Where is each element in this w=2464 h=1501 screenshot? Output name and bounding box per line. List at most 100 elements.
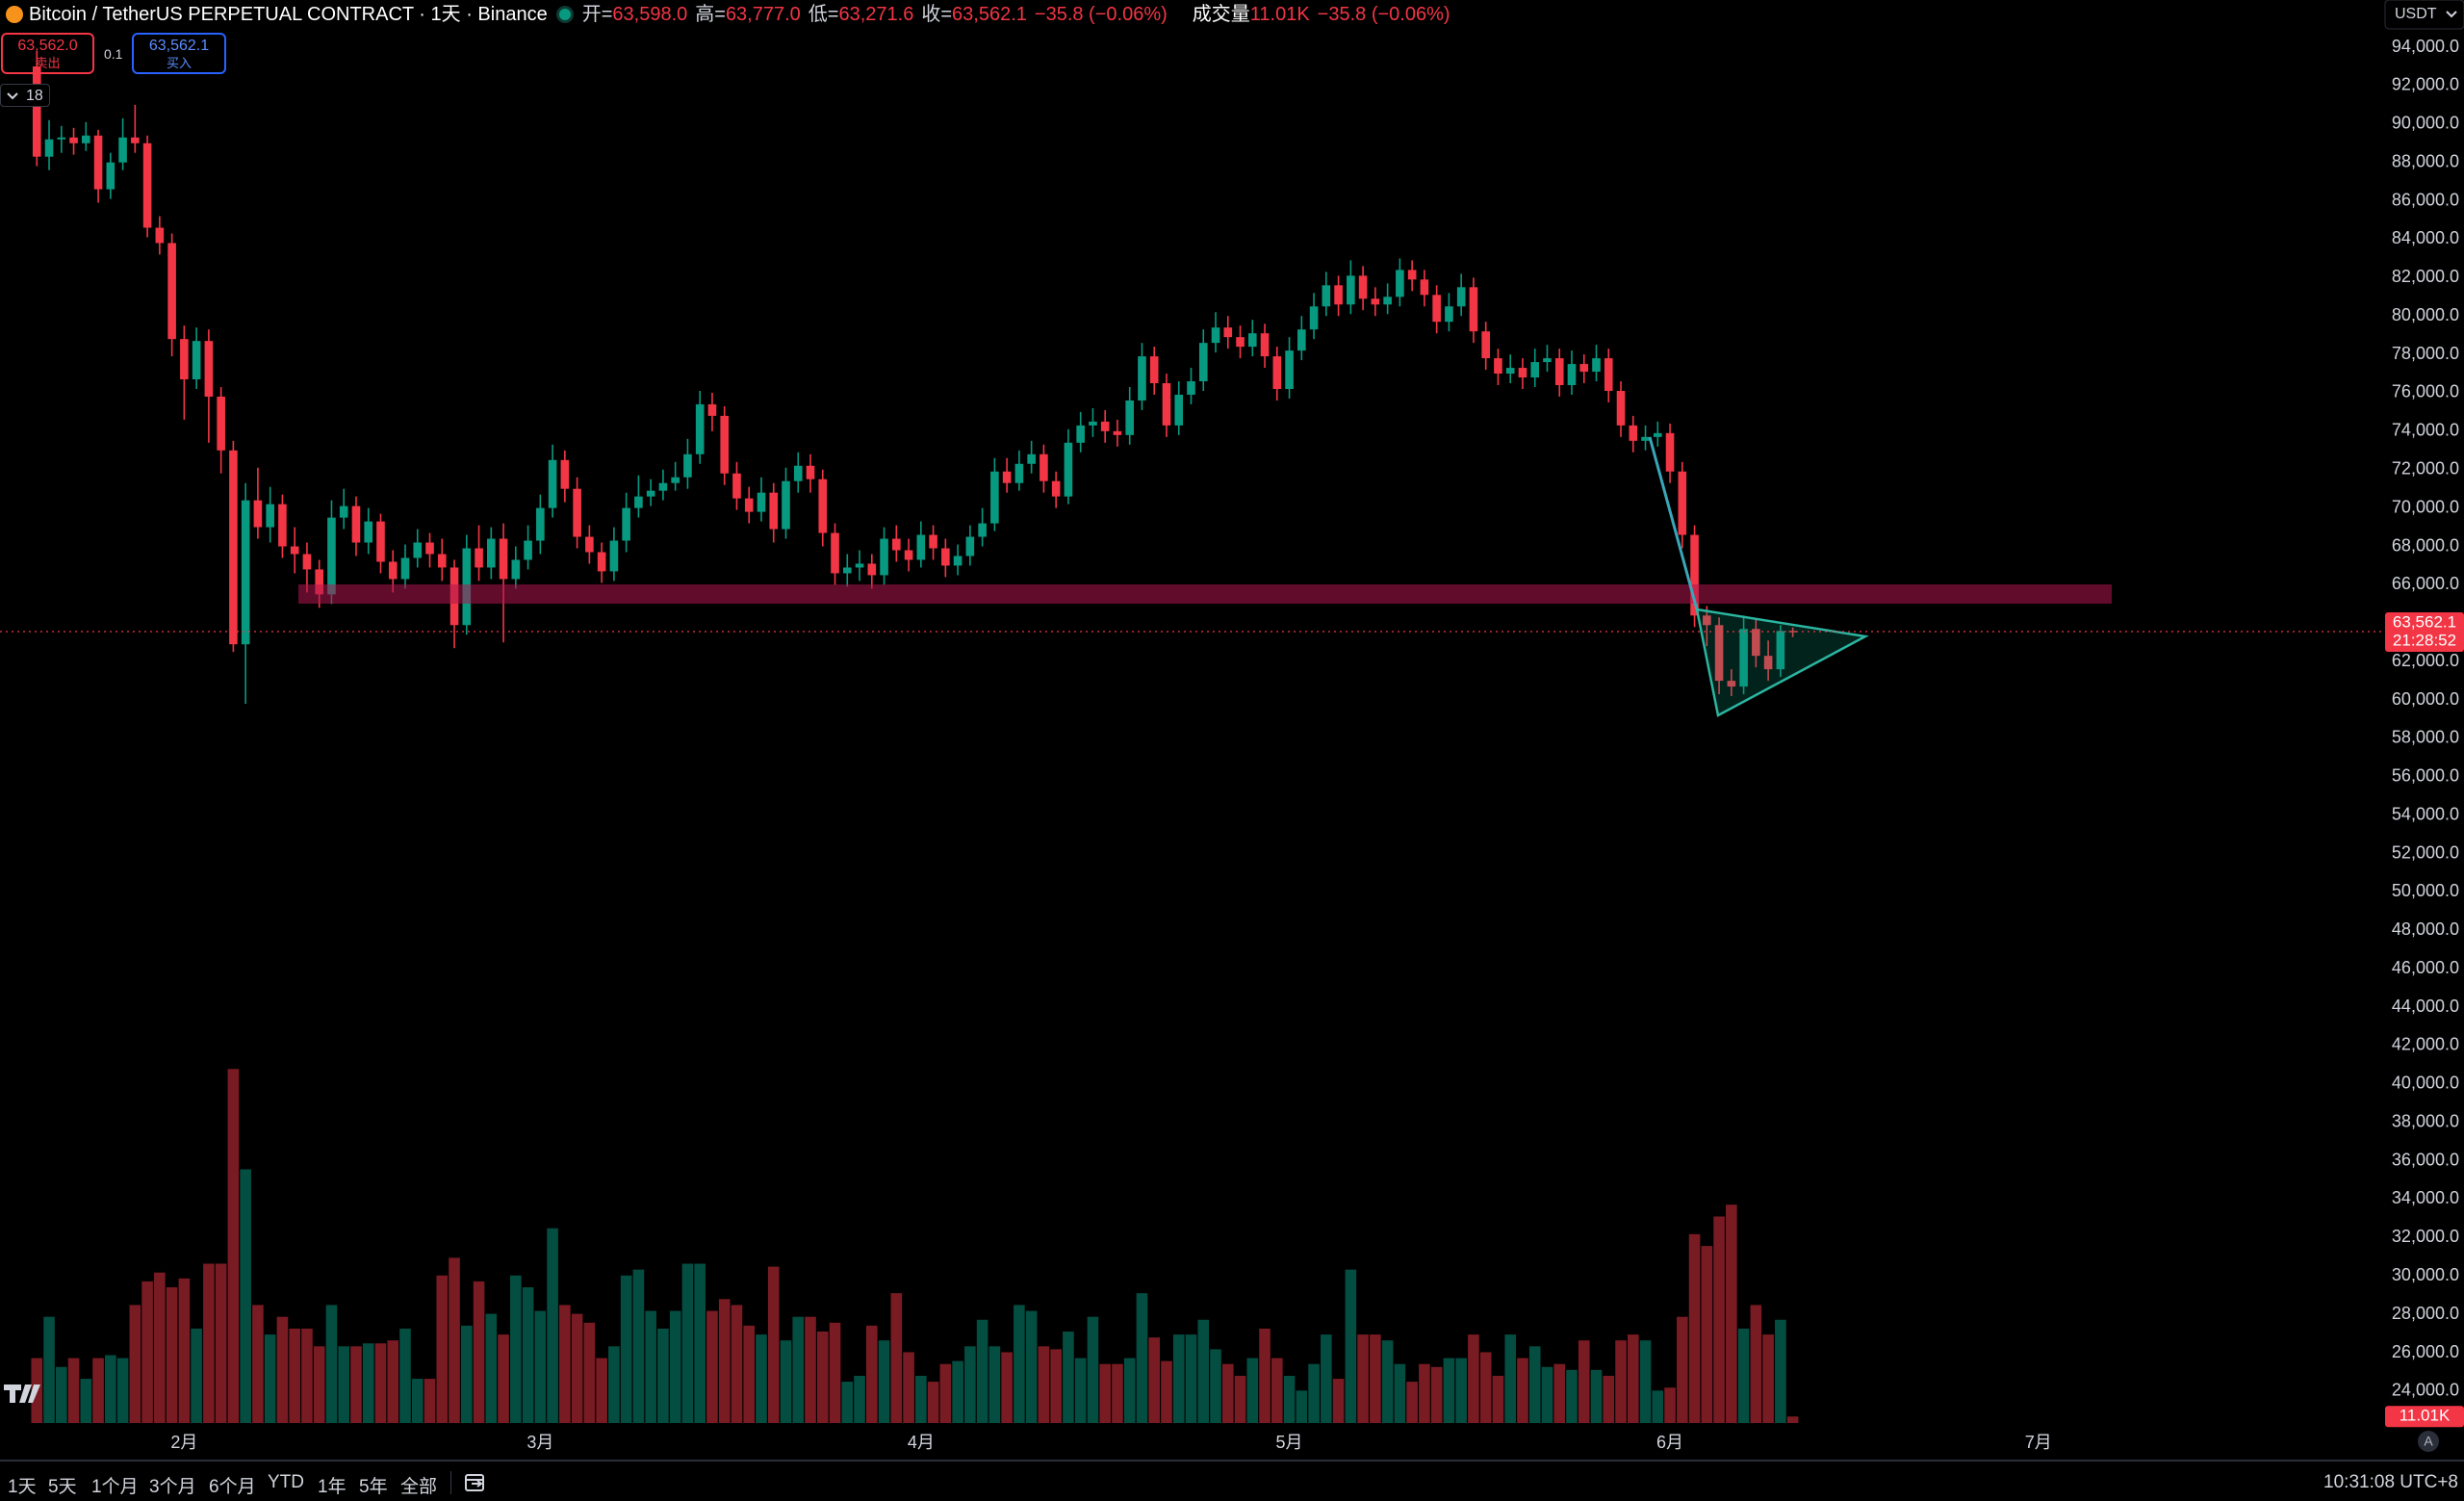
candle-body [965, 536, 975, 556]
candle-body [1788, 631, 1797, 633]
icon-frame [465, 1474, 484, 1491]
volume-label: 成交量 [1192, 4, 1250, 25]
volume-bar [988, 1346, 1001, 1423]
candle-body [831, 532, 839, 574]
volume-bar [1652, 1390, 1664, 1423]
volume-bar [1688, 1233, 1701, 1423]
volume-bar [1713, 1216, 1725, 1423]
candle-body [1162, 383, 1171, 426]
sell-button[interactable]: 63,562.0 卖出 [1, 33, 94, 74]
range-button[interactable]: 6个月 [209, 1477, 256, 1497]
candle-body [180, 339, 189, 380]
candle-body [413, 542, 423, 558]
candle-body [1456, 287, 1466, 307]
candle-body [1076, 425, 1085, 443]
auto-scale-button[interactable] [2418, 1431, 2439, 1452]
volume-bar [105, 1355, 116, 1423]
candle-body [1776, 631, 1785, 670]
y-tick-label: 56,000.0 [2392, 766, 2459, 786]
volume-bar [141, 1281, 153, 1423]
candle-body [1297, 329, 1306, 351]
candle-body [524, 540, 532, 560]
currency-label[interactable]: USDT [2395, 6, 2437, 22]
candle-body [192, 341, 201, 380]
buy-button[interactable]: 63,562.1 买入 [132, 33, 226, 74]
range-button[interactable]: 5年 [359, 1477, 388, 1497]
y-tick-label: 70,000.0 [2392, 497, 2459, 516]
candle-body [646, 490, 655, 497]
candle-body [782, 480, 790, 530]
candle-body [266, 504, 274, 528]
volume-bar [1014, 1305, 1025, 1423]
icon-arrow [466, 1479, 483, 1488]
volume-bar [571, 1313, 583, 1423]
y-tick-label: 94,000.0 [2392, 37, 2459, 56]
candle-body [1567, 364, 1577, 386]
candle-body [622, 507, 630, 541]
status-dot [558, 9, 571, 20]
currency-box[interactable] [2384, 0, 2464, 30]
volume-bar [841, 1382, 854, 1423]
candle-body [1040, 453, 1048, 481]
buy-price[interactable]: 63,562.1 [148, 38, 210, 54]
auto-scale-label[interactable]: A [2424, 1434, 2433, 1449]
volume-bar [1479, 1352, 1492, 1423]
candle-body [1334, 285, 1343, 305]
volume-bar [890, 1293, 903, 1423]
range-button[interactable]: 全部 [400, 1477, 438, 1497]
ohlc-value: 63,271.6 [838, 4, 914, 25]
buy-label[interactable]: 买入 [166, 56, 192, 70]
volume-bar [681, 1263, 694, 1423]
volume-bar [964, 1346, 976, 1423]
clock: 10:31:08 UTC+8 [2323, 1472, 2458, 1492]
candle-body [1396, 270, 1404, 298]
indicator-count[interactable]: 18 [26, 88, 43, 104]
volume-bar [1221, 1363, 1234, 1423]
volume-bar [1517, 1358, 1528, 1423]
candle-body [1371, 298, 1380, 305]
volume-bar [657, 1328, 669, 1423]
volume-bar [669, 1310, 681, 1423]
volume-bar [1296, 1390, 1308, 1423]
bottom-toolbar: 1天 5天 1个月 3个月 6个月 YTD 1年 5年 全部 10:31:08 … [0, 1460, 2464, 1501]
sell-price[interactable]: 63,562.0 [17, 38, 78, 54]
candle-body [106, 162, 116, 190]
volume-bar [362, 1343, 374, 1423]
volume-bar [276, 1316, 289, 1423]
volume-bar [547, 1228, 558, 1423]
volume-bar [1099, 1363, 1111, 1423]
y-tick-label: 66,000.0 [2392, 574, 2459, 593]
volume-bar [878, 1340, 890, 1423]
range-button[interactable]: 5天 [48, 1477, 77, 1497]
range-button[interactable]: 3个月 [149, 1477, 196, 1497]
volume-bar [1394, 1363, 1406, 1423]
candle-body [499, 538, 508, 580]
volume-bar [976, 1319, 988, 1423]
volume-bar [264, 1334, 276, 1423]
volume-bar [1332, 1379, 1345, 1423]
range-button[interactable]: 1天 [8, 1477, 37, 1497]
order-qty[interactable]: 0.1 [104, 46, 123, 62]
range-button[interactable]: 1个月 [91, 1477, 139, 1497]
volume-bar [1528, 1346, 1541, 1423]
range-button[interactable]: YTD [268, 1472, 304, 1492]
volume-bar [510, 1275, 522, 1423]
sell-label[interactable]: 卖出 [35, 56, 61, 70]
range-button[interactable]: 1年 [318, 1477, 346, 1497]
y-tick-label: 90,000.0 [2392, 114, 2459, 133]
candle-body [978, 523, 987, 537]
volume-bar [583, 1322, 596, 1423]
volume-bar [1370, 1334, 1381, 1423]
volume-bar [1063, 1332, 1074, 1423]
candle-body [1554, 358, 1564, 386]
y-tick-label: 72,000.0 [2392, 458, 2459, 478]
volume-bar [1406, 1382, 1418, 1423]
candle-body [278, 504, 287, 547]
indicator-toggle[interactable]: 18 [0, 84, 50, 107]
candle-body [1445, 306, 1453, 323]
date-range-icon[interactable] [464, 1472, 487, 1493]
candle-body [757, 492, 766, 512]
candle-body [339, 505, 348, 518]
volume-bar [1737, 1328, 1750, 1423]
candle-body [167, 243, 176, 340]
